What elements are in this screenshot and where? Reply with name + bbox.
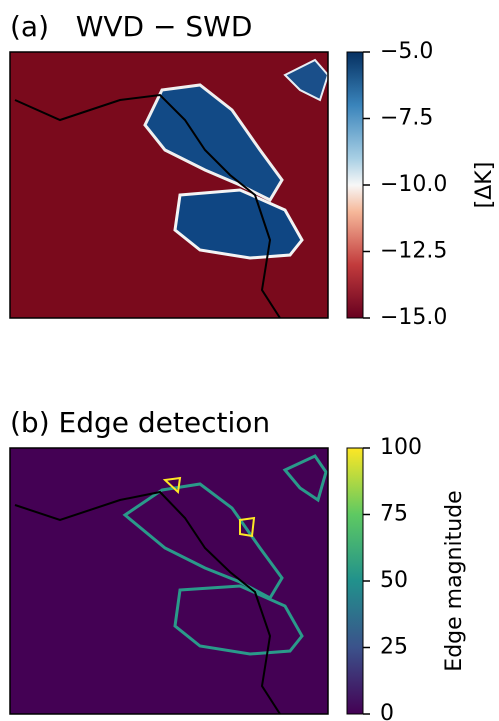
map-b [10,448,328,714]
colorbar-tick-label: 0 [380,701,394,721]
map-a [10,52,328,318]
colorbar-tick-label: −15.0 [380,305,447,330]
colorbar-tick-label: −10.0 [380,172,447,197]
colorbar-label: Edge magnitude [442,490,467,671]
colorbar-label: [ΔK] [472,162,497,209]
colorbar [346,447,364,715]
colorbar-tick-label: 25 [380,635,408,660]
colorbar-tick-label: 50 [380,568,408,593]
colorbar-tick-label: 100 [380,435,422,460]
colorbar-tick-label: −12.5 [380,239,447,264]
colorbar-tick-label: −7.5 [380,106,433,131]
panel-title: (b) Edge detection [10,406,270,439]
colorbar-tick-label: 75 [380,502,408,527]
colorbar-tick-label: −5.0 [380,39,433,64]
map-frame [9,447,329,715]
map-frame [9,51,329,319]
colorbar [346,51,364,319]
panel-title: (a) WVD − SWD [10,10,252,43]
